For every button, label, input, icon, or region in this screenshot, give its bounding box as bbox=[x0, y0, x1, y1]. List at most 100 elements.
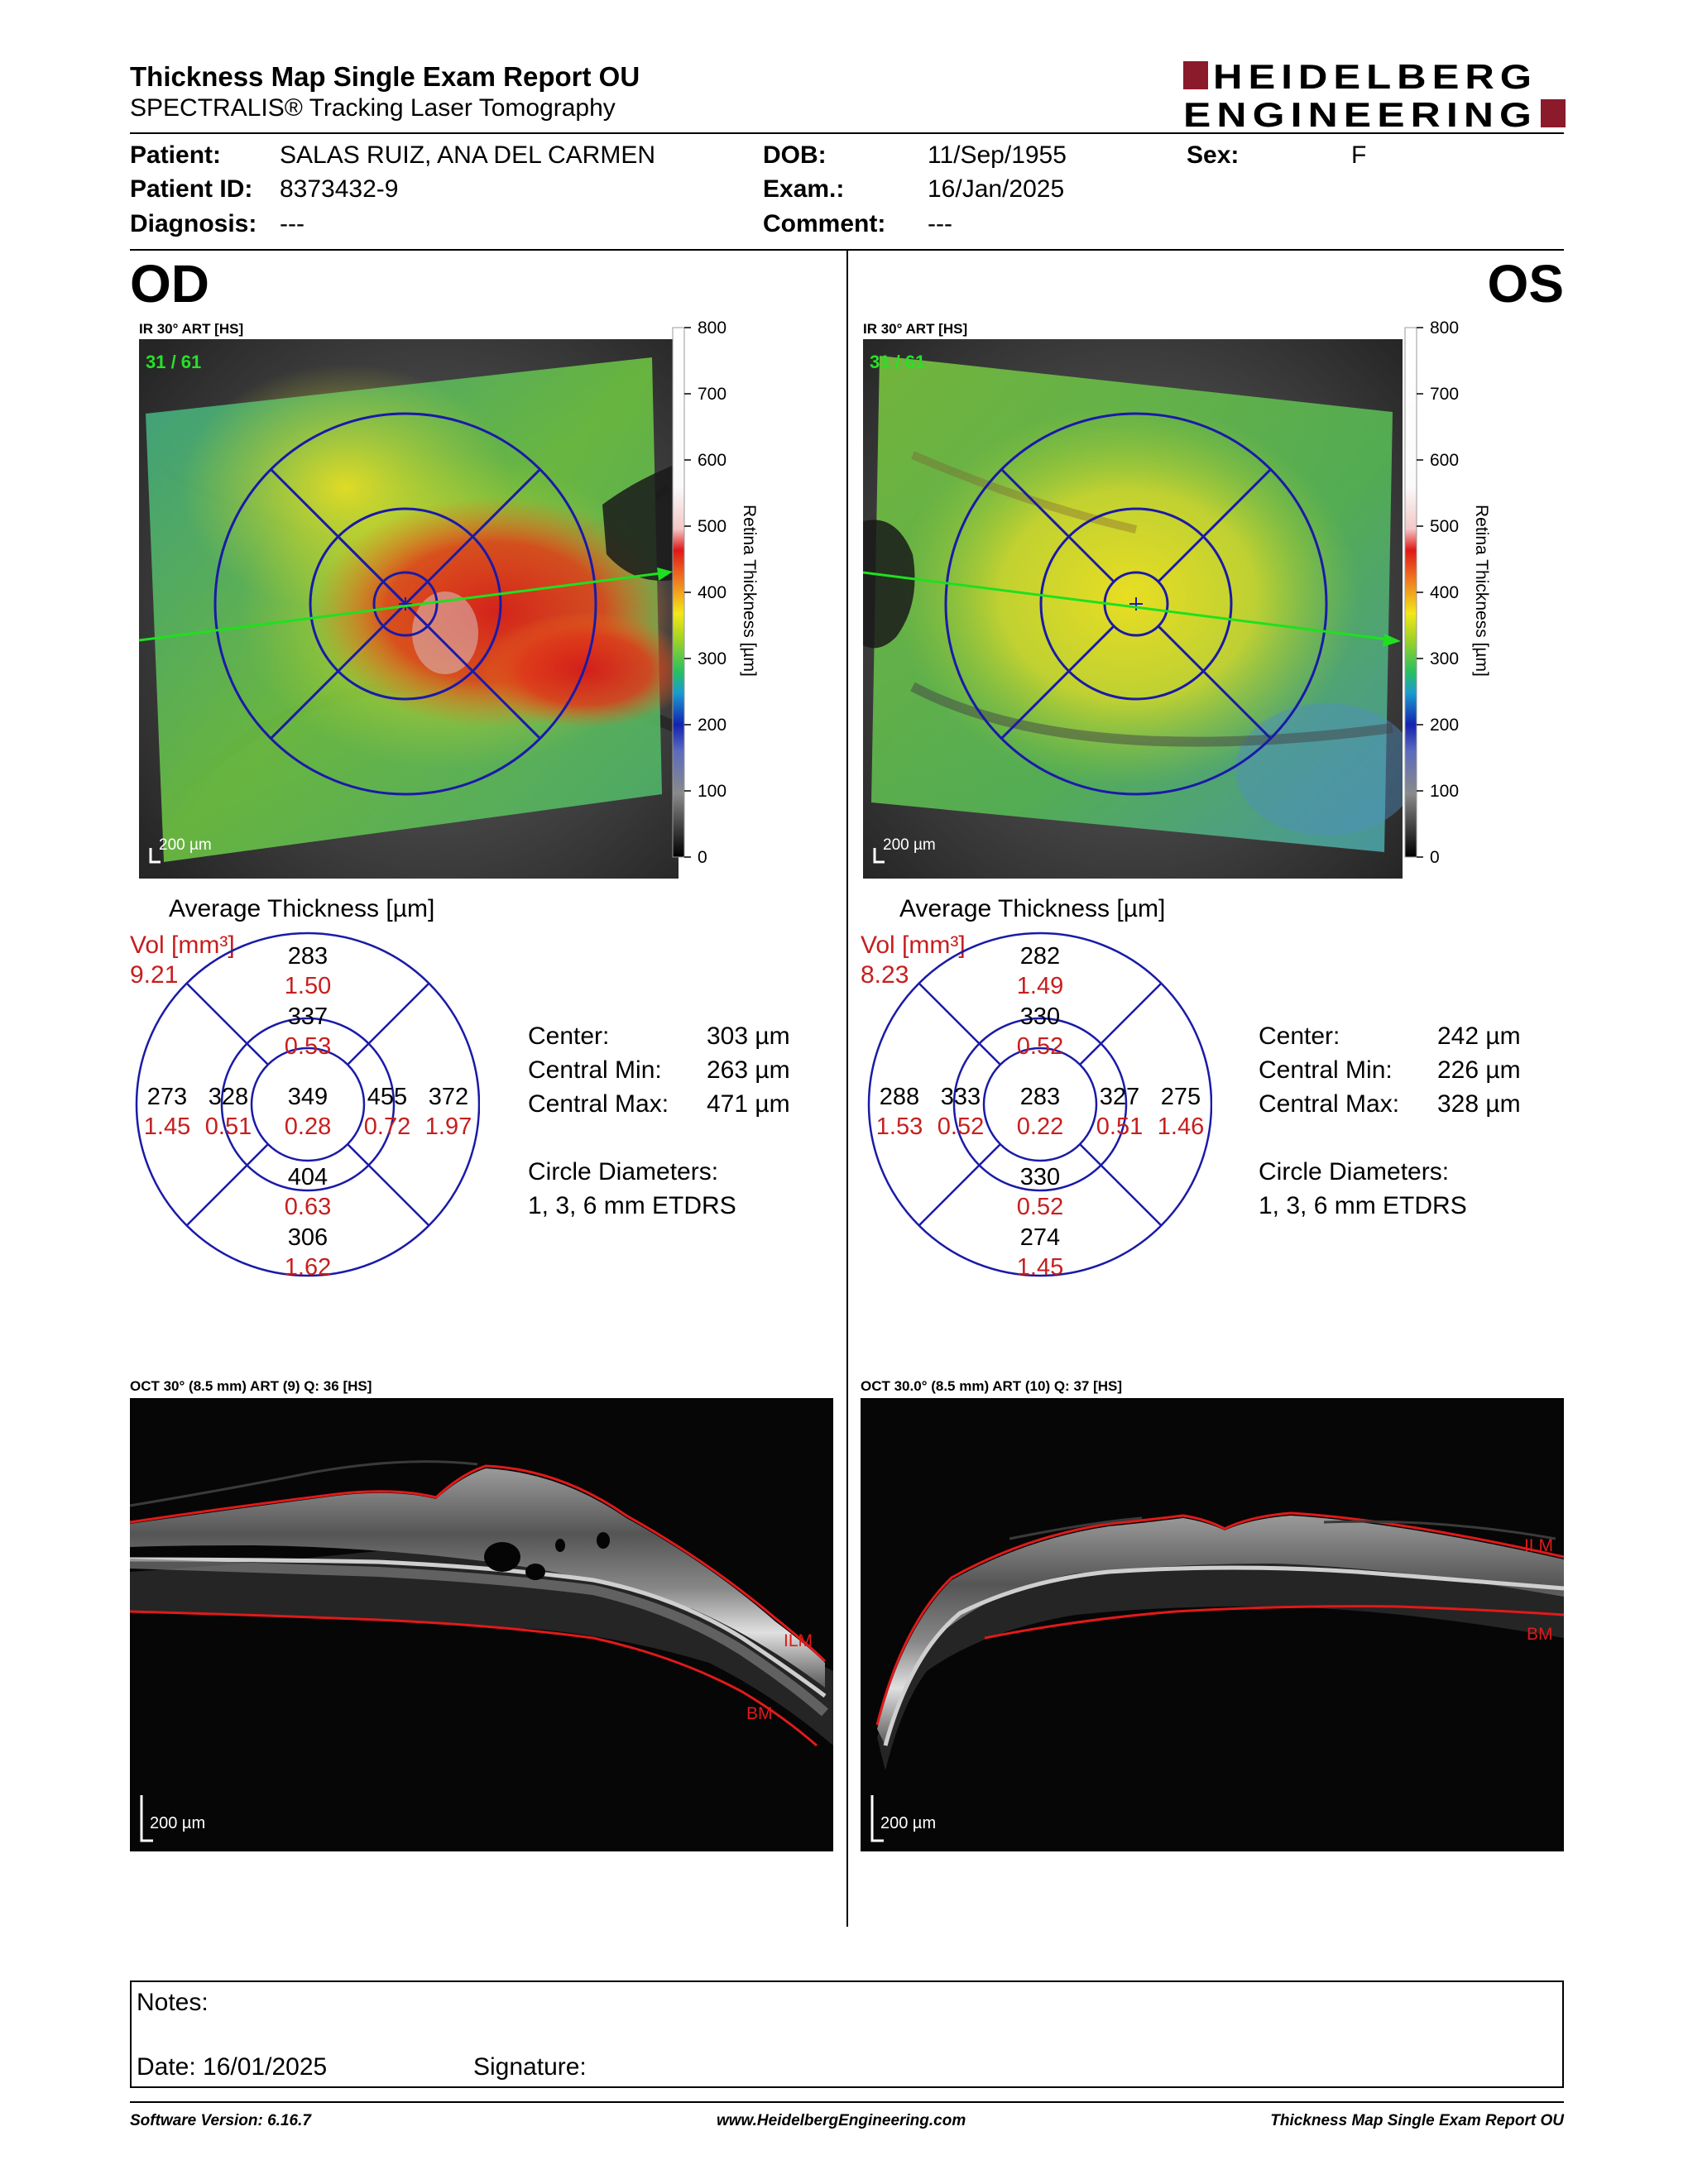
os-colorbar-tick-label: 0 bbox=[1430, 848, 1440, 867]
od-cmax-label: Central Max: bbox=[528, 1090, 669, 1118]
od-outer-sup-volume: 1.50 bbox=[285, 973, 331, 999]
os-colorbar-tick-label: 700 bbox=[1430, 385, 1459, 404]
patient-id: 8373432-9 bbox=[280, 175, 399, 203]
os-outer-sup-thickness: 282 bbox=[1020, 943, 1060, 970]
signature-label: Signature: bbox=[473, 2053, 587, 2081]
od-outer-left-thickness: 273 bbox=[147, 1084, 187, 1110]
os-circle-value: 1, 3, 6 mm ETDRS bbox=[1259, 1192, 1467, 1219]
os-center-volume: 0.22 bbox=[1017, 1114, 1063, 1140]
od-label: OD bbox=[130, 254, 209, 314]
od-etdrs-chart: 283 1.50 337 0.53 273 1.45 328 0.51 349 … bbox=[135, 932, 480, 1281]
od-ilm-label: ILM bbox=[784, 1631, 813, 1650]
od-center-volume: 0.28 bbox=[285, 1114, 331, 1140]
os-oct-scale: 200 µm bbox=[880, 1814, 936, 1832]
od-outer-right-thickness: 372 bbox=[429, 1084, 468, 1110]
od-inner-right-thickness: 455 bbox=[367, 1084, 407, 1110]
od-outer-inf-thickness: 306 bbox=[288, 1224, 328, 1251]
comment-value: --- bbox=[928, 210, 952, 237]
exam-label: Exam.: bbox=[763, 175, 845, 203]
od-colorbar-tick-label: 600 bbox=[698, 451, 727, 470]
os-avg-title: Average Thickness [µm] bbox=[899, 895, 1166, 922]
notes-box[interactable]: Notes: Date: 16/01/2025 Signature: bbox=[130, 1980, 1564, 2088]
od-inner-sup-volume: 0.53 bbox=[285, 1033, 331, 1060]
od-colorbar-tick-label: 100 bbox=[698, 782, 727, 801]
sex-value: F bbox=[1351, 141, 1367, 169]
os-inner-sup-volume: 0.52 bbox=[1017, 1033, 1063, 1060]
dob-value: 11/Sep/1955 bbox=[928, 141, 1067, 169]
os-inner-inf-volume: 0.52 bbox=[1017, 1194, 1063, 1220]
od-colorbar-tick-label: 700 bbox=[698, 385, 727, 404]
os-colorbar-tick-label: 600 bbox=[1430, 451, 1459, 470]
od-vol-total: 9.21 bbox=[130, 961, 179, 989]
os-label: OS bbox=[1487, 254, 1564, 314]
os-outer-right-volume: 1.46 bbox=[1158, 1114, 1204, 1140]
os-oct-scan: ILM BM 200 µm bbox=[861, 1398, 1564, 1851]
od-center-label: Center: bbox=[528, 1023, 610, 1050]
od-frame-counter: 31 / 61 bbox=[146, 352, 201, 372]
os-colorbar-tick-label: 400 bbox=[1430, 583, 1459, 602]
diagnosis-value: --- bbox=[280, 210, 305, 237]
od-colorbar-tick-label: 800 bbox=[698, 319, 727, 338]
sex-label: Sex: bbox=[1187, 141, 1240, 169]
footer-report-name: Thickness Map Single Exam Report OU bbox=[1270, 2112, 1564, 2129]
comment-label: Comment: bbox=[763, 210, 886, 237]
os-colorbar-tick-label: 300 bbox=[1430, 649, 1459, 668]
os-inner-left-thickness: 333 bbox=[941, 1084, 981, 1110]
os-inner-right-thickness: 327 bbox=[1100, 1084, 1139, 1110]
od-outer-right-volume: 1.97 bbox=[425, 1114, 472, 1140]
od-colorbar-label: Retina Thickness [µm] bbox=[740, 505, 759, 677]
footer-divider bbox=[130, 2101, 1564, 2103]
os-vol-label: Vol [mm³] bbox=[861, 932, 966, 959]
od-circle-value: 1, 3, 6 mm ETDRS bbox=[528, 1192, 736, 1219]
logo-line2: ENGINEERING bbox=[1183, 95, 1537, 132]
notes-date: Date: 16/01/2025 bbox=[137, 2053, 328, 2081]
od-inner-left-volume: 0.51 bbox=[205, 1114, 252, 1140]
os-ilm-label: ILM bbox=[1524, 1536, 1553, 1555]
od-colorbar-tick-label: 0 bbox=[698, 848, 707, 867]
os-inner-right-volume: 0.51 bbox=[1096, 1114, 1143, 1140]
od-inner-inf-thickness: 404 bbox=[288, 1164, 328, 1190]
od-avg-title: Average Thickness [µm] bbox=[169, 895, 435, 922]
os-outer-left-volume: 1.53 bbox=[876, 1114, 923, 1140]
patient-label: Patient: bbox=[130, 141, 222, 169]
od-colorbar-tick-label: 300 bbox=[698, 649, 727, 668]
od-colorbar: 800 700 600 500 400 300 200 100 0 bbox=[672, 319, 727, 867]
logo-line1: HEIDELBERG bbox=[1213, 58, 1537, 96]
os-center-value: 242 µm bbox=[1437, 1023, 1521, 1050]
od-cmin-value: 263 µm bbox=[707, 1056, 790, 1084]
os-frame-counter: 31 / 61 bbox=[870, 352, 925, 372]
od-vol-label: Vol [mm³] bbox=[130, 932, 235, 959]
os-colorbar: 800 700 600 500 400 300 200 100 0 bbox=[1404, 319, 1459, 867]
os-outer-left-thickness: 288 bbox=[880, 1084, 919, 1110]
od-oct-scan: ILM BM 200 µm bbox=[130, 1398, 833, 1851]
os-etdrs-chart: 282 1.49 330 0.52 288 1.53 333 0.52 283 … bbox=[867, 932, 1212, 1281]
os-cmin-label: Central Min: bbox=[1259, 1056, 1393, 1084]
od-cmax-value: 471 µm bbox=[707, 1090, 790, 1118]
diagnosis-label: Diagnosis: bbox=[130, 210, 257, 237]
os-bm-label: BM bbox=[1527, 1625, 1553, 1644]
od-outer-inf-volume: 1.62 bbox=[285, 1254, 331, 1281]
os-oct-label: OCT 30.0° (8.5 mm) ART (10) Q: 37 [HS] bbox=[861, 1378, 1123, 1394]
os-outer-inf-volume: 1.45 bbox=[1017, 1254, 1063, 1281]
os-outer-right-thickness: 275 bbox=[1161, 1084, 1201, 1110]
od-thickness-map: 31 / 61 200 µm bbox=[139, 339, 679, 879]
heidelberg-logo: HEIDELBERG ENGINEERING bbox=[1183, 58, 1566, 132]
od-colorbar-tick-label: 500 bbox=[698, 517, 727, 536]
os-etdrs-grid bbox=[944, 412, 1328, 796]
os-scale-label: 200 µm bbox=[883, 836, 936, 854]
od-outer-sup-thickness: 283 bbox=[288, 943, 328, 970]
od-inner-right-volume: 0.72 bbox=[364, 1114, 410, 1140]
os-inner-left-volume: 0.52 bbox=[938, 1114, 984, 1140]
patient-id-label: Patient ID: bbox=[130, 175, 253, 203]
os-cmax-label: Central Max: bbox=[1259, 1090, 1400, 1118]
patient-name: SALAS RUIZ, ANA DEL CARMEN bbox=[280, 141, 656, 169]
od-cmin-label: Central Min: bbox=[528, 1056, 662, 1084]
os-inner-inf-thickness: 330 bbox=[1020, 1164, 1060, 1190]
od-bm-label: BM bbox=[746, 1704, 773, 1723]
os-center-label: Center: bbox=[1259, 1023, 1340, 1050]
os-cmax-value: 328 µm bbox=[1437, 1090, 1521, 1118]
footer-url[interactable]: www.HeidelbergEngineering.com bbox=[717, 2112, 966, 2129]
os-vol-total: 8.23 bbox=[861, 961, 909, 989]
os-inner-sup-thickness: 330 bbox=[1020, 1003, 1060, 1030]
eye-divider bbox=[846, 250, 848, 1927]
